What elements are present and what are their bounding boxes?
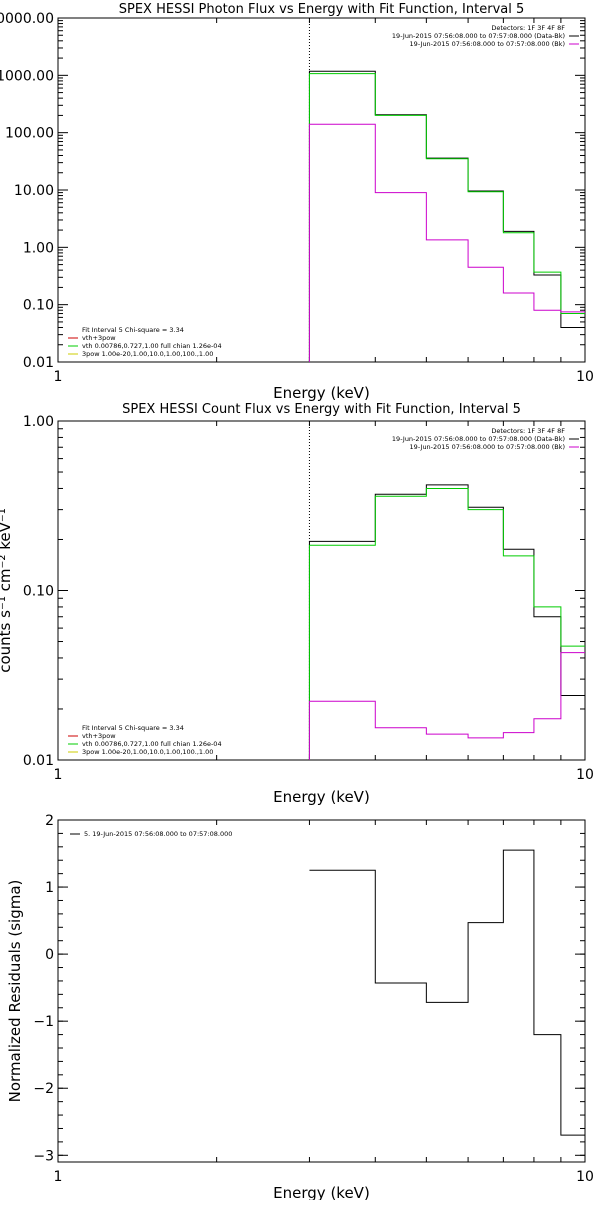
plot-area [308,18,585,362]
y-tick-label: 0.01 [23,753,54,769]
plot-area [309,849,585,1136]
y-tick-label: 1.00 [23,414,54,430]
plot-frame [57,17,586,363]
series-2-histogram [308,487,585,760]
series-1-histogram [308,70,585,362]
series-1-histogram [309,849,585,1136]
x-tick-label: 10 [576,767,594,783]
x-tick-label: 10 [576,369,594,385]
y-axis-label: counts s⁻¹ cm⁻² keV⁻¹ [0,508,14,673]
y-tick-label: 0 [45,947,54,963]
x-axis-label: Energy (keV) [273,788,370,806]
x-axis-label: Energy (keV) [273,1184,370,1200]
y-tick-label: 1.00 [23,240,54,256]
y-tick-label: −2 [33,1081,54,1097]
chart-title: SPEX HESSI Photon Flux vs Energy with Fi… [119,2,525,17]
series-3-histogram [308,652,585,760]
y-tick-label: 0000.00 [0,11,54,27]
legend-entry: vth 0.00786,0.727,1.00 full chian 1.26e-… [82,740,222,748]
x-tick-label: 1 [54,369,63,385]
y-tick-label: 2 [45,813,54,829]
legend-entry: Detectors: 1F 3F 4F 8F [491,427,565,435]
legend-entry: Detectors: 1F 3F 4F 8F [491,24,565,32]
legend-entry: 19-Jun-2015 07:56:08.000 to 07:57:08.000… [410,40,565,48]
legend-entry: 19-Jun-2015 07:56:08.000 to 07:57:08.000… [410,443,565,451]
y-tick-label: 0.10 [23,298,54,314]
y-tick-label: 0.10 [23,584,54,600]
legend-entry: vth 0.00786,0.727,1.00 full chian 1.26e-… [82,342,222,350]
y-tick-label: −1 [33,1014,54,1030]
y-tick-label: 1000.00 [0,68,54,84]
legend-entry: 5. 19-Jun-2015 07:56:08.000 to 07:57:08.… [84,830,232,838]
y-tick-label: 1 [45,880,54,896]
legend-entry: Fit Interval 5 Chi-square = 3.34 [82,326,184,334]
legend-entry: vth+3pow [82,334,116,342]
y-tick-label: 0.01 [23,355,54,371]
series-3-histogram [308,123,585,362]
x-axis-label: Energy (keV) [273,384,370,402]
plot-frame [57,420,586,761]
legend-entry: 3pow 1.00e-20,1.00,10.0,1.00,100.,1.00 [82,350,213,358]
x-tick-label: 1 [54,1169,63,1185]
plot-area [308,421,585,760]
y-axis-label: Normalized Residuals (sigma) [6,880,24,1103]
legend-entry: 3pow 1.00e-20,1.00,10.0,1.00,100.,1.00 [82,748,213,756]
chart-title: SPEX HESSI Count Flux vs Energy with Fit… [122,402,521,417]
legend-entry: vth+3pow [82,732,116,740]
x-tick-label: 10 [576,1169,594,1185]
series-2-histogram [308,73,585,362]
legend-entry: 19-Jun-2015 07:56:08.000 to 07:57:08.000… [392,435,565,443]
x-tick-label: 1 [54,767,63,783]
y-tick-label: 10.00 [14,183,54,199]
y-tick-label: −3 [33,1148,54,1164]
legend-entry: 19-Jun-2015 07:56:08.000 to 07:57:08.000… [392,32,565,40]
y-tick-label: 100.00 [5,126,54,142]
panel-3: −3 −2 −1 0 1 2 1 10 Energy (keV) Normalized Resid… [6,813,594,1202]
panel-2: SPEX HESSI Count Flux vs Energy with Fit… [0,402,594,806]
plot-frame [57,819,586,1163]
legend-entry: Fit Interval 5 Chi-square = 3.34 [82,724,184,732]
panel-1: SPEX HESSI Photon Flux vs Energy with Fi… [0,2,594,402]
